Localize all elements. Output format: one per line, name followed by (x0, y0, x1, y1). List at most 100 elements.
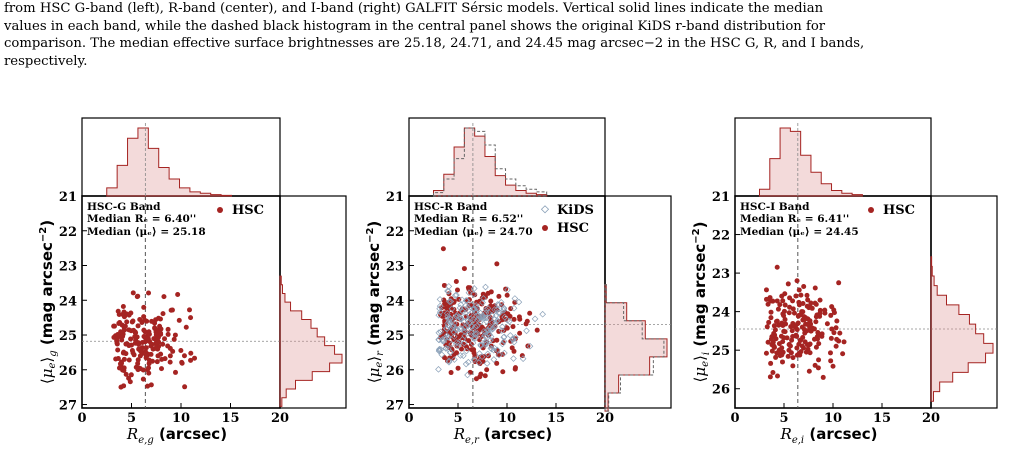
kids-point (445, 283, 453, 290)
hsc-point (440, 246, 446, 252)
hsc-point (775, 373, 781, 379)
hsc-point (160, 311, 166, 317)
hsc-point (152, 345, 158, 351)
y-tick-label: 21 (59, 190, 77, 205)
hsc-point (142, 339, 148, 345)
hsc-point (121, 383, 127, 389)
hsc-point (807, 304, 813, 310)
kids-point (504, 316, 511, 324)
kids-point (457, 316, 465, 323)
hsc-point (793, 332, 799, 338)
hsc-point (789, 328, 795, 334)
hsc-point (781, 335, 787, 341)
y-tick-label: 25 (386, 329, 404, 344)
hsc-point (509, 345, 515, 351)
hsc-point (471, 347, 477, 353)
hsc-point (192, 355, 198, 361)
hsc-point (128, 336, 134, 342)
hsc-point (134, 334, 140, 340)
hsc-point (454, 343, 460, 349)
kids-point (486, 331, 493, 338)
kids-point (495, 309, 502, 317)
caption-line-1: from HSC G-band (left), R-band (center),… (4, 1, 824, 16)
kids-point (499, 340, 506, 348)
hsc-point (494, 360, 500, 366)
hsc-point (840, 351, 846, 357)
hsc-point (771, 343, 777, 349)
hsc-point (783, 321, 789, 327)
hsc-point (141, 304, 147, 310)
hsc-point (141, 327, 147, 333)
hsc-point (165, 343, 171, 349)
hsc-point (146, 331, 152, 337)
hsc-point (829, 326, 835, 332)
kids-point (453, 313, 460, 321)
hsc-point (150, 358, 156, 364)
kids-point (462, 360, 470, 368)
hsc-point (466, 338, 472, 344)
hsc-point (457, 334, 463, 340)
hsc-point (837, 330, 843, 336)
hsc-point (801, 326, 807, 332)
kids-point (487, 345, 495, 352)
hsc-point (169, 307, 175, 313)
hsc-point (145, 383, 151, 389)
x-axis-label: Re,g (arcsec) (126, 425, 227, 446)
kids-point (477, 341, 484, 349)
hsc-point (483, 306, 489, 312)
hsc-point (458, 346, 464, 352)
hsc-point (137, 316, 143, 322)
hsc-point (175, 291, 181, 297)
hsc-point (158, 330, 164, 336)
hsc-point (484, 367, 490, 373)
band-label: HSC-I Band (740, 201, 810, 213)
y-tick-label: 26 (59, 364, 77, 379)
kids-point (483, 360, 491, 367)
hsc-point (831, 330, 837, 336)
kids-point (500, 338, 508, 345)
kids-point (435, 347, 443, 355)
hsc-point (790, 355, 796, 361)
x-tick-label: 5 (453, 411, 462, 426)
band-label: HSC-R Band (414, 201, 488, 213)
hsc-point (803, 349, 809, 355)
x-tick-label: 15 (221, 411, 239, 426)
kids-point (519, 355, 527, 363)
kids-point (435, 329, 443, 337)
kids-point (461, 313, 469, 321)
hsc-point (454, 287, 460, 293)
legend-marker-hsc (868, 207, 874, 213)
kids-point (448, 305, 456, 313)
hsc-point (786, 342, 792, 348)
hsc-point (797, 352, 803, 358)
kids-point (475, 315, 483, 323)
kids-point (512, 334, 519, 341)
hsc-point (814, 312, 820, 318)
hsc-point (465, 285, 471, 291)
median-mu-label: Median ⟨μₑ⟩ = 25.18 (87, 226, 206, 238)
hsc-point (777, 302, 783, 308)
kids-point (481, 339, 489, 347)
kids-point (464, 304, 471, 311)
kids-point (462, 297, 470, 304)
x-tick-label: 20 (596, 411, 614, 426)
kids-point (465, 358, 472, 366)
kids-point (482, 283, 489, 291)
kids-point (504, 286, 511, 294)
hsc-point (804, 292, 810, 298)
hsc-point (494, 337, 500, 343)
y-tick-label: 26 (386, 364, 404, 379)
hsc-point (172, 332, 178, 338)
hsc-point (768, 315, 774, 321)
hsc-point (165, 326, 171, 332)
hsc-point (441, 327, 447, 333)
hsc-point (146, 365, 152, 371)
hsc-point (447, 355, 453, 361)
kids-point (510, 338, 518, 346)
kids-point (500, 306, 508, 314)
kids-point (531, 315, 539, 323)
hsc-point (813, 319, 819, 325)
kids-point (443, 325, 451, 333)
hsc-point (178, 348, 184, 354)
hsc-point (182, 384, 188, 390)
